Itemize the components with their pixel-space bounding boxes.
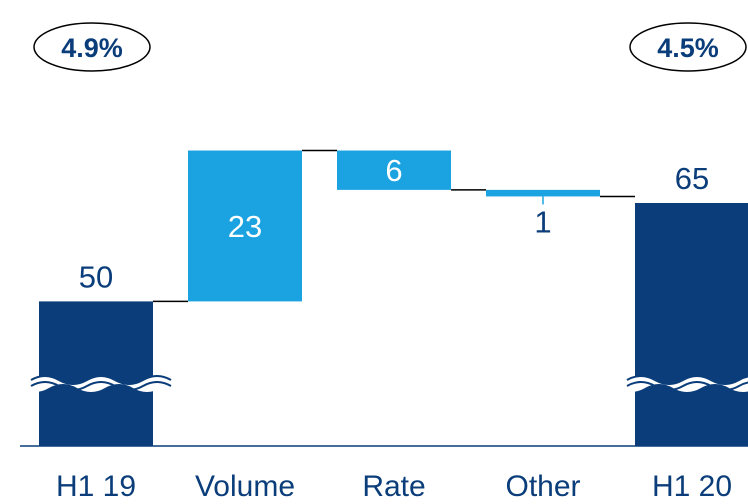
category-label-layer: H1 19 Volume Rate Other H1 20 bbox=[56, 470, 732, 503]
axis-break-edge bbox=[626, 381, 748, 391]
bar-other bbox=[486, 189, 600, 197]
category-label: Volume bbox=[195, 470, 295, 503]
value-label: 23 bbox=[228, 209, 262, 244]
bar-rate bbox=[337, 150, 451, 190]
bar-volume bbox=[188, 150, 302, 302]
value-label: 50 bbox=[79, 259, 113, 294]
percentage-badge bbox=[33, 22, 151, 72]
axis-break-edge bbox=[626, 375, 748, 385]
bar-layer bbox=[21, 150, 748, 446]
percentage-badge-text: 4.9% bbox=[61, 33, 123, 63]
axis-break-edge bbox=[30, 375, 172, 385]
percentage-badge-text: 4.5% bbox=[657, 33, 719, 63]
badge-layer: 4.9% 4.5% bbox=[33, 22, 747, 72]
axis-break-edge bbox=[30, 381, 172, 391]
category-label: Rate bbox=[362, 470, 425, 503]
category-label: Other bbox=[505, 470, 580, 503]
connector-layer bbox=[153, 149, 635, 303]
percentage-badge bbox=[629, 22, 747, 72]
axis-break-mark bbox=[617, 376, 748, 392]
value-label-layer: 50 23 6 1 65 bbox=[79, 153, 709, 294]
bar-h1-19 bbox=[39, 301, 153, 446]
value-label: 6 bbox=[385, 153, 402, 188]
category-label: H1 19 bbox=[56, 470, 136, 503]
value-label: 1 bbox=[534, 204, 551, 239]
value-label: 65 bbox=[675, 161, 709, 196]
bar-h1-20 bbox=[635, 203, 748, 446]
category-label: H1 20 bbox=[652, 470, 732, 503]
